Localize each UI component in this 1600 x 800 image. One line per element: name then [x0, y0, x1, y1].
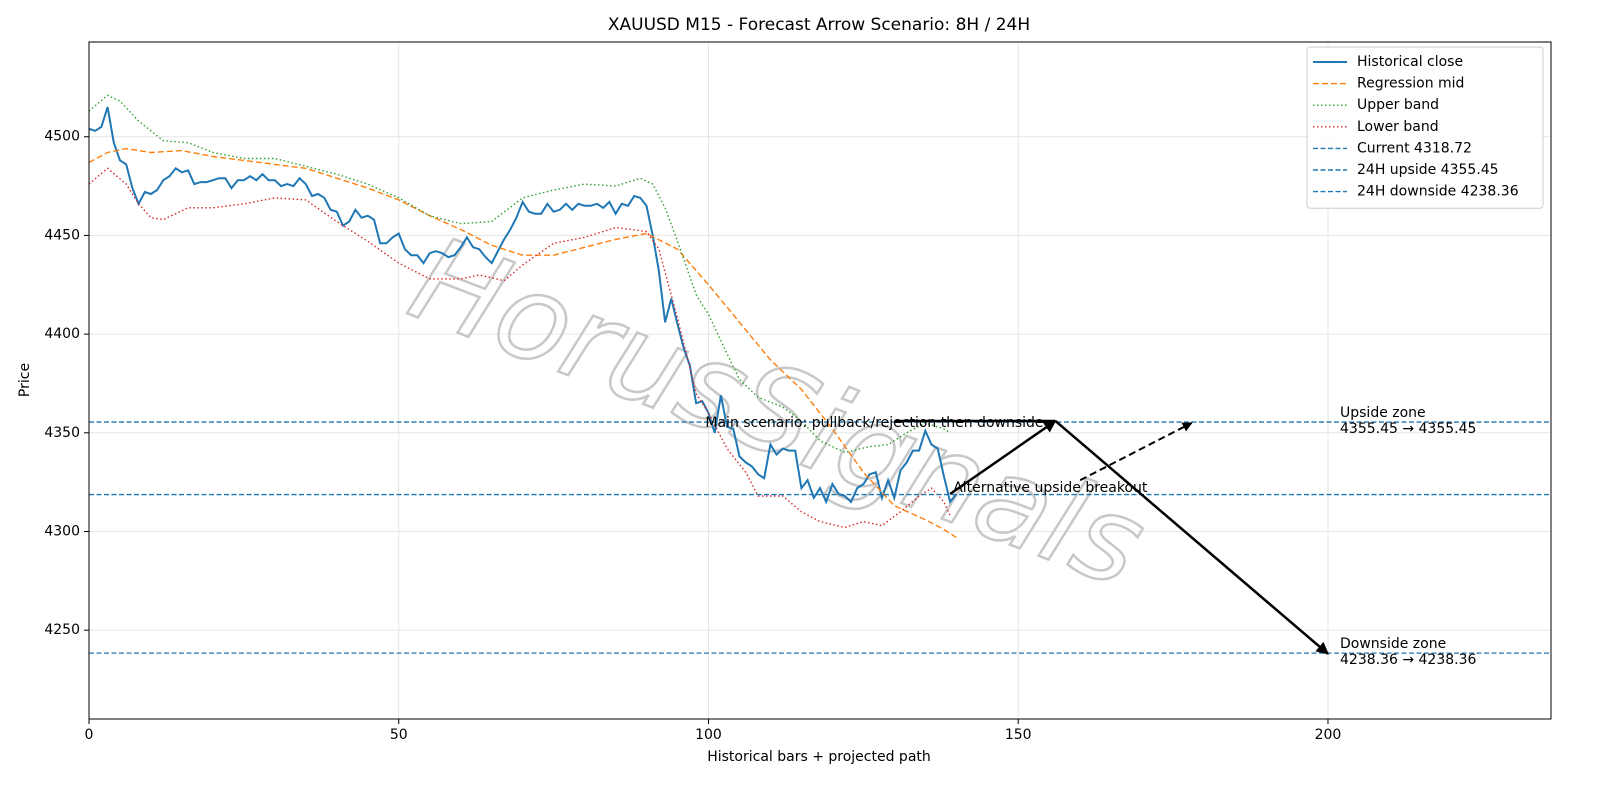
- y-tick-label: 4250: [44, 622, 80, 638]
- series-line: [88, 106, 958, 505]
- x-tick-label: 100: [695, 727, 722, 743]
- x-tick-label: 0: [85, 727, 94, 743]
- x-axis-label: Historical bars + projected path: [707, 749, 931, 765]
- zone-label: 4238.36 → 4238.36: [1340, 652, 1477, 668]
- legend-label: 24H upside 4355.45: [1357, 162, 1499, 178]
- series-line: [88, 147, 957, 538]
- x-tick-label: 50: [390, 727, 408, 743]
- legend-label: Historical close: [1357, 54, 1463, 70]
- legend-label: Upper band: [1357, 97, 1439, 113]
- forecast-arrow: [949, 419, 1057, 496]
- zone-label: Upside zone: [1340, 405, 1426, 421]
- y-tick-label: 4300: [44, 523, 80, 539]
- forecast-arrow: [1079, 422, 1193, 482]
- y-axis-label: Price: [17, 363, 33, 397]
- y-tick-label: 4500: [44, 129, 80, 145]
- annotation: Alternative upside breakout: [953, 480, 1148, 496]
- annotation: Main scenario: pullback/rejection then d…: [705, 415, 1043, 431]
- series-line: [88, 94, 951, 454]
- legend-label: Regression mid: [1357, 76, 1464, 92]
- chart-title: XAUUSD M15 - Forecast Arrow Scenario: 8H…: [608, 15, 1030, 35]
- legend-label: Current 4318.72: [1357, 140, 1472, 156]
- legend-label: 24H downside 4238.36: [1357, 184, 1519, 200]
- legend-box: [1306, 46, 1544, 209]
- legend-label: Lower band: [1357, 119, 1439, 135]
- x-tick-label: 200: [1315, 727, 1342, 743]
- y-tick-label: 4350: [44, 425, 80, 441]
- axes-frame: [88, 41, 1552, 720]
- legend: Historical close Regression mid Upper band…: [1306, 46, 1544, 209]
- y-tick-label: 4400: [44, 326, 80, 342]
- x-tick-label: 150: [1005, 727, 1032, 743]
- forecast-arrow: [1054, 420, 1329, 655]
- zone-label: 4355.45 → 4355.45: [1340, 421, 1476, 437]
- zone-label: Downside zone: [1340, 636, 1446, 652]
- y-tick-label: 4450: [44, 227, 80, 243]
